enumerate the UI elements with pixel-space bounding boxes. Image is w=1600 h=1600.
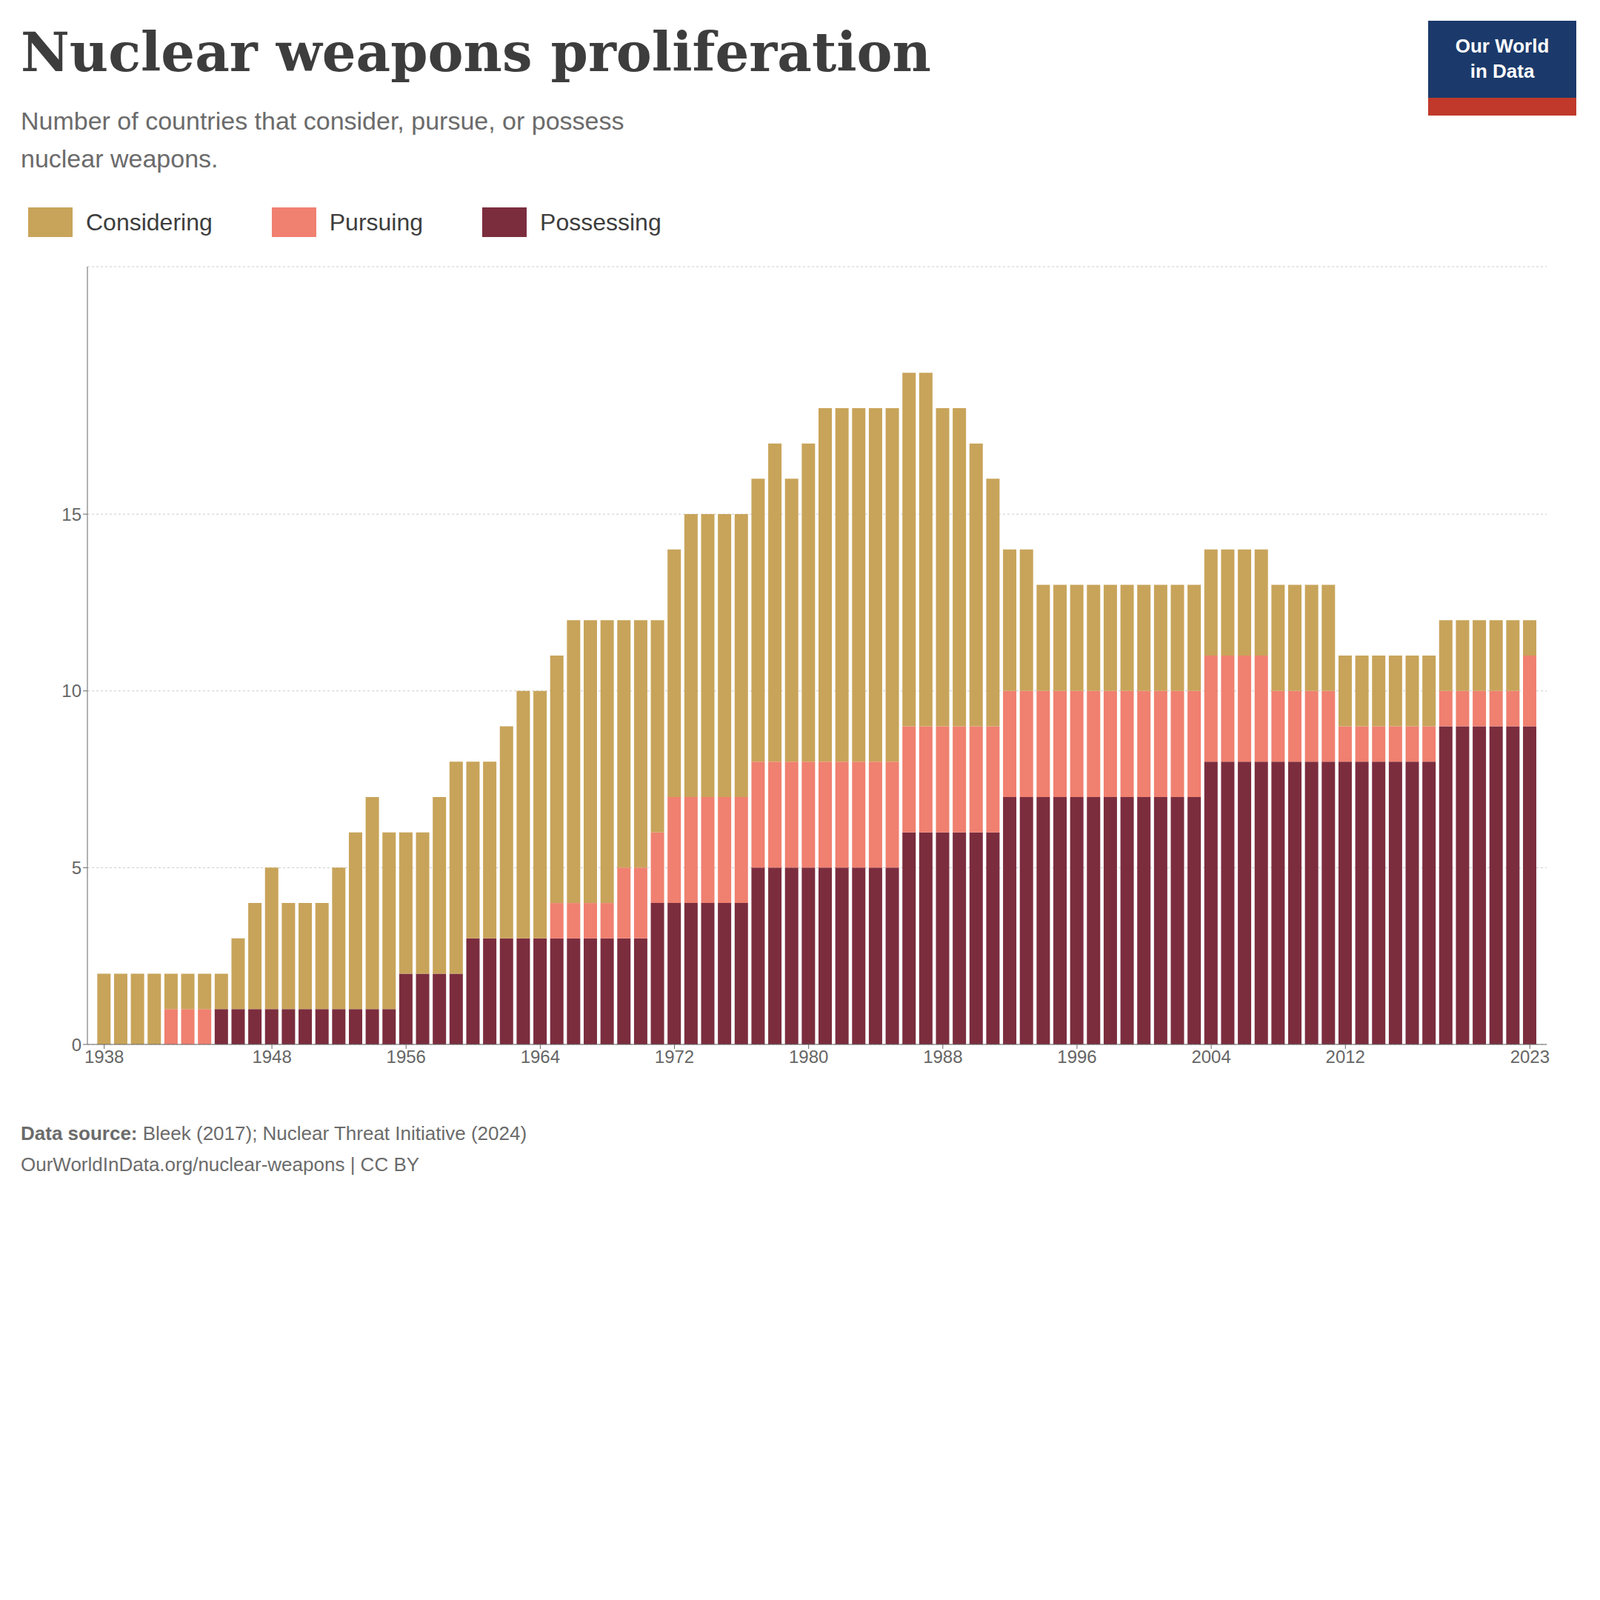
- svg-text:5: 5: [71, 857, 82, 878]
- svg-text:1956: 1956: [386, 1046, 426, 1067]
- html-text:Considering: Considering: [85, 208, 213, 236]
- html-text:OurWorldInData.org/nuclear-wea: OurWorldInData.org/nuclear-weapons | CC …: [20, 1153, 420, 1176]
- html-text:in Data: in Data: [1470, 59, 1535, 83]
- svg-text:1938: 1938: [84, 1046, 124, 1067]
- html-text:Possessing: Possessing: [540, 208, 662, 236]
- svg-text:2004: 2004: [1191, 1046, 1231, 1067]
- svg-text:1972: 1972: [654, 1046, 695, 1067]
- svg-text:2012: 2012: [1325, 1046, 1366, 1067]
- svg-text:1980: 1980: [788, 1046, 829, 1067]
- svg-text:0: 0: [71, 1034, 82, 1055]
- html-text:Our World: Our World: [1455, 34, 1550, 58]
- html-text:Data source: Bleek (2017); Nuc: Data source: Bleek (2017); Nuclear Threa…: [20, 1122, 527, 1145]
- html-text:Pursuing: Pursuing: [329, 208, 424, 236]
- html-text:Nuclear weapons proliferation: Nuclear weapons proliferation: [20, 20, 932, 84]
- svg-text:10: 10: [61, 681, 82, 702]
- svg-text:1996: 1996: [1057, 1046, 1097, 1067]
- svg-text:1948: 1948: [251, 1046, 292, 1067]
- svg-text:15: 15: [61, 504, 82, 525]
- html-text:Number of countries that consi: Number of countries that consider, pursu…: [20, 106, 625, 173]
- svg-text:1964: 1964: [520, 1046, 560, 1067]
- svg-text:1988: 1988: [922, 1046, 963, 1067]
- svg-text:2023: 2023: [1510, 1046, 1550, 1067]
